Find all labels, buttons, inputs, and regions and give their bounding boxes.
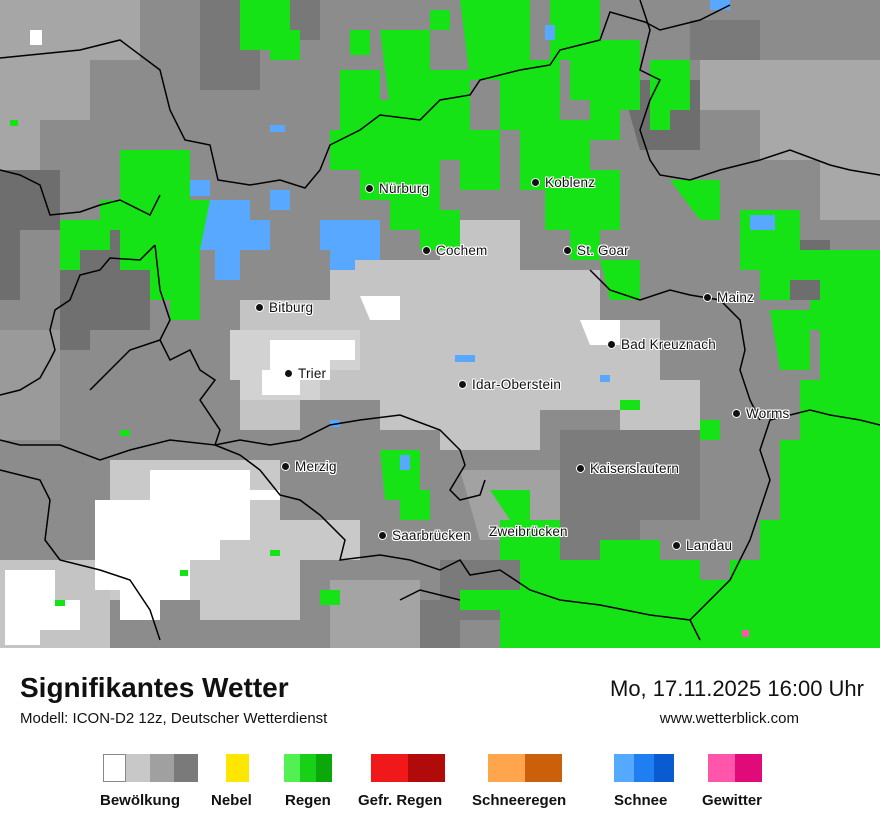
city-dot <box>607 340 616 349</box>
city-label-zweibruecken: Zweibrücken <box>489 524 568 539</box>
legend-swatch <box>371 754 408 782</box>
legend-schnee <box>614 754 674 782</box>
city-label-nuerburg: Nürburg <box>379 181 430 196</box>
website-link[interactable]: www.wetterblick.com <box>659 710 799 727</box>
city-marker-trier: Trier <box>284 366 326 381</box>
city-label-st-goar: St. Goar <box>577 243 629 258</box>
thunderstorm-cell <box>742 630 749 637</box>
city-dot <box>458 380 467 389</box>
legend-swatch <box>316 754 332 782</box>
legend-swatches-regen <box>284 754 332 782</box>
legend-swatch <box>614 754 634 782</box>
city-marker-cochem: Cochem <box>422 243 487 258</box>
city-marker-landau: Landau <box>672 538 732 553</box>
city-dot <box>365 184 374 193</box>
city-label-container-zweibruecken: Zweibrücken <box>489 524 568 539</box>
city-marker-st-goar: St. Goar <box>563 243 629 258</box>
city-label-kaiserslautern: Kaiserslautern <box>590 461 680 476</box>
legend-swatches-schnee <box>614 754 674 782</box>
city-dot <box>422 246 431 255</box>
legend-label-gewitter: Gewitter <box>702 792 763 809</box>
forecast-datetime: Mo, 17.11.2025 16:00 Uhr <box>610 676 864 701</box>
legend-swatch <box>300 754 316 782</box>
legend-swatch <box>150 754 174 782</box>
city-label-mainz: Mainz <box>717 290 755 305</box>
legend-schneeregen <box>488 754 562 782</box>
city-label-bitburg: Bitburg <box>269 300 314 315</box>
city-label-trier: Trier <box>298 366 327 381</box>
legend-swatch <box>634 754 654 782</box>
city-label-landau: Landau <box>686 538 733 553</box>
city-label-bad-kreuznach: Bad Kreuznach <box>621 337 716 352</box>
legend-label-schneeregen: Schneeregen <box>472 792 567 809</box>
border-lines <box>0 0 880 641</box>
city-dot <box>732 409 741 418</box>
city-marker-merzig: Merzig <box>281 459 337 474</box>
city-label-worms: Worms <box>746 406 790 421</box>
city-label-merzig: Merzig <box>295 459 337 474</box>
city-dot <box>255 303 264 312</box>
legend-swatch <box>488 754 525 782</box>
legend-label-regen: Regen <box>285 792 331 809</box>
legend-swatches-bewoelkung <box>103 754 198 782</box>
city-label-cochem: Cochem <box>436 243 488 258</box>
city-label-idar-oberstein: Idar-Oberstein <box>472 377 562 392</box>
legend-swatch <box>226 754 249 782</box>
city-dot <box>284 369 293 378</box>
legend-gefr-regen <box>371 754 445 782</box>
legend-gewitter <box>708 754 762 782</box>
legend-swatches-gefr-regen <box>371 754 445 782</box>
city-dot <box>563 246 572 255</box>
legend-label-nebel: Nebel <box>211 792 252 809</box>
city-dot <box>576 464 585 473</box>
legend-swatches-gewitter <box>708 754 762 782</box>
legend-label-bewoelkung: Bewölkung <box>100 792 181 809</box>
city-marker-bitburg: Bitburg <box>255 300 313 315</box>
legend-label-schnee: Schnee <box>614 792 668 809</box>
map-title: Signifikantes Wetter <box>20 672 289 703</box>
legend-nebel <box>226 754 249 782</box>
clear-sky-patches <box>5 30 620 645</box>
city-label-koblenz: Koblenz <box>545 175 596 190</box>
rain-cells <box>10 0 880 648</box>
city-marker-worms: Worms <box>732 406 790 421</box>
legend-swatch <box>284 754 300 782</box>
legend-swatch <box>408 754 445 782</box>
weather-map: Nürburg Koblenz Cochem St. Goar Mainz Bi… <box>0 0 880 648</box>
weather-map-layers <box>0 0 880 648</box>
city-dot <box>531 178 540 187</box>
model-info: Modell: ICON-D2 12z, Deutscher Wetterdie… <box>20 710 328 727</box>
legend-bewoelkung <box>103 754 198 782</box>
city-dot <box>703 293 712 302</box>
city-marker-nuerburg: Nürburg <box>365 181 429 196</box>
legend-regen <box>284 754 332 782</box>
legend-swatch <box>708 754 735 782</box>
city-marker-bad-kreuznach: Bad Kreuznach <box>607 337 716 352</box>
city-dot <box>672 541 681 550</box>
legend-swatch <box>654 754 674 782</box>
legend-swatch <box>174 754 198 782</box>
legend-swatches-nebel <box>226 754 249 782</box>
city-marker-saarbruecken: Saarbrücken <box>378 528 471 543</box>
city-dot <box>281 462 290 471</box>
city-marker-idar-oberstein: Idar-Oberstein <box>458 377 561 392</box>
legend-swatch <box>126 754 150 782</box>
city-marker-mainz: Mainz <box>703 290 754 305</box>
city-label-saarbruecken: Saarbrücken <box>392 528 471 543</box>
legend-swatches-schneeregen <box>488 754 562 782</box>
legend-swatch <box>103 754 126 782</box>
city-marker-koblenz: Koblenz <box>531 175 595 190</box>
legend-swatch <box>525 754 562 782</box>
footer: Signifikantes Wetter Modell: ICON-D2 12z… <box>0 648 880 830</box>
city-marker-kaiserslautern: Kaiserslautern <box>576 461 679 476</box>
city-dot <box>378 531 387 540</box>
legend-label-gefr-regen: Gefr. Regen <box>358 792 443 809</box>
legend-swatch <box>735 754 762 782</box>
